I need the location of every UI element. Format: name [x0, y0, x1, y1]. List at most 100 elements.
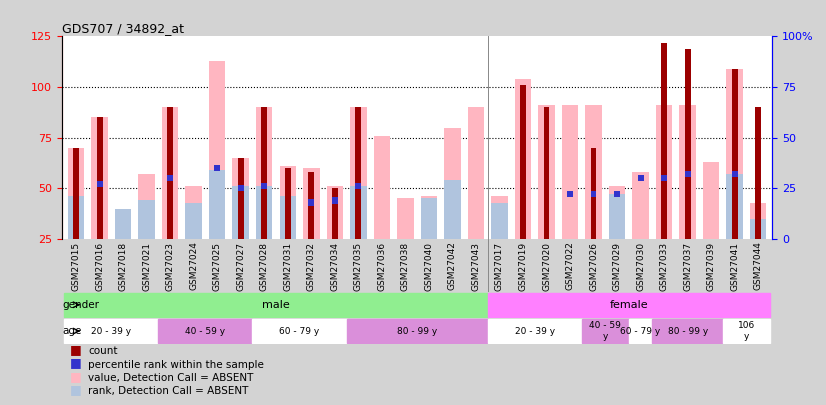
Text: 80 - 99 y: 80 - 99 y: [397, 326, 437, 336]
Text: GSM27019: GSM27019: [519, 241, 528, 291]
Bar: [755, 107, 761, 239]
Bar: [491, 196, 508, 239]
Text: 40 - 59 y: 40 - 59 y: [185, 326, 225, 336]
Text: 60 - 79 y: 60 - 79 y: [279, 326, 320, 336]
Bar: [350, 186, 367, 239]
Text: GSM27020: GSM27020: [542, 241, 551, 290]
Bar: [238, 158, 244, 239]
Bar: [303, 168, 320, 239]
Text: GSM27025: GSM27025: [212, 241, 221, 290]
Bar: [64, 319, 159, 343]
Bar: [115, 209, 131, 239]
Bar: [444, 180, 461, 239]
Bar: [397, 198, 414, 239]
Text: GSM27017: GSM27017: [495, 241, 504, 291]
Text: GSM27043: GSM27043: [472, 241, 481, 290]
Text: GSM27024: GSM27024: [189, 241, 198, 290]
Bar: [609, 186, 625, 239]
Text: 80 - 99 y: 80 - 99 y: [667, 326, 708, 336]
Bar: [487, 319, 582, 343]
Text: GSM27032: GSM27032: [306, 241, 316, 290]
Text: GSM27026: GSM27026: [589, 241, 598, 290]
Text: GSM27028: GSM27028: [259, 241, 268, 290]
Bar: [68, 148, 84, 239]
Text: ■: ■: [70, 356, 82, 369]
Text: male: male: [262, 300, 290, 310]
Bar: [562, 105, 578, 239]
Text: 20 - 39 y: 20 - 39 y: [515, 326, 555, 336]
Text: gender: gender: [63, 300, 99, 310]
Bar: [609, 194, 625, 239]
Bar: [685, 49, 691, 239]
Bar: [167, 107, 173, 239]
Bar: [232, 186, 249, 239]
Bar: [350, 107, 367, 239]
Text: percentile rank within the sample: percentile rank within the sample: [88, 360, 264, 369]
Text: GSM27036: GSM27036: [377, 241, 387, 291]
Bar: [591, 192, 596, 198]
Bar: [186, 202, 202, 239]
Bar: [64, 293, 487, 317]
Text: value, Detection Call = ABSENT: value, Detection Call = ABSENT: [88, 373, 254, 383]
Bar: [285, 168, 291, 239]
Bar: [487, 293, 770, 317]
Bar: [159, 319, 253, 343]
Text: GSM27044: GSM27044: [753, 241, 762, 290]
Bar: [420, 198, 437, 239]
Text: GSM27018: GSM27018: [119, 241, 127, 291]
Bar: [653, 319, 723, 343]
Text: GSM27030: GSM27030: [636, 241, 645, 291]
Bar: [74, 148, 79, 239]
Bar: [539, 105, 555, 239]
Bar: [167, 175, 173, 181]
Text: ■: ■: [70, 343, 82, 356]
Bar: [656, 105, 672, 239]
Bar: [332, 188, 338, 239]
Text: 60 - 79 y: 60 - 79 y: [620, 326, 661, 336]
Bar: [515, 79, 531, 239]
Text: GSM27015: GSM27015: [72, 241, 81, 291]
Bar: [115, 209, 131, 239]
Bar: [232, 158, 249, 239]
Bar: [139, 200, 154, 239]
Bar: [308, 172, 314, 239]
Bar: [261, 107, 267, 239]
Text: 40 - 59
y: 40 - 59 y: [590, 322, 621, 341]
Text: age: age: [63, 326, 82, 336]
Text: GSM27040: GSM27040: [425, 241, 434, 290]
Bar: [685, 171, 691, 177]
Text: GSM27039: GSM27039: [707, 241, 715, 291]
Text: GSM27027: GSM27027: [236, 241, 245, 290]
Text: GSM27016: GSM27016: [95, 241, 104, 291]
Text: GSM27022: GSM27022: [566, 241, 575, 290]
Text: female: female: [610, 300, 648, 310]
Bar: [373, 136, 390, 239]
Bar: [186, 186, 202, 239]
Bar: [261, 183, 267, 189]
Text: GSM27031: GSM27031: [283, 241, 292, 291]
Text: 106
y: 106 y: [738, 322, 755, 341]
Bar: [567, 192, 573, 198]
Bar: [726, 69, 743, 239]
Bar: [162, 107, 178, 239]
Bar: [355, 107, 361, 239]
Bar: [444, 128, 461, 239]
Bar: [750, 202, 767, 239]
Text: GSM27023: GSM27023: [166, 241, 174, 290]
Bar: [97, 181, 102, 187]
Bar: [520, 85, 526, 239]
Bar: [256, 107, 273, 239]
Bar: [92, 117, 108, 239]
Bar: [586, 105, 602, 239]
Bar: [591, 148, 596, 239]
Text: GSM27029: GSM27029: [613, 241, 622, 290]
Bar: [326, 186, 343, 239]
Bar: [491, 202, 508, 239]
Bar: [614, 192, 620, 198]
Text: GSM27038: GSM27038: [401, 241, 410, 291]
Bar: [97, 117, 102, 239]
Text: GSM27042: GSM27042: [448, 241, 457, 290]
Bar: [209, 61, 225, 239]
Bar: [629, 319, 653, 343]
Bar: [732, 69, 738, 239]
